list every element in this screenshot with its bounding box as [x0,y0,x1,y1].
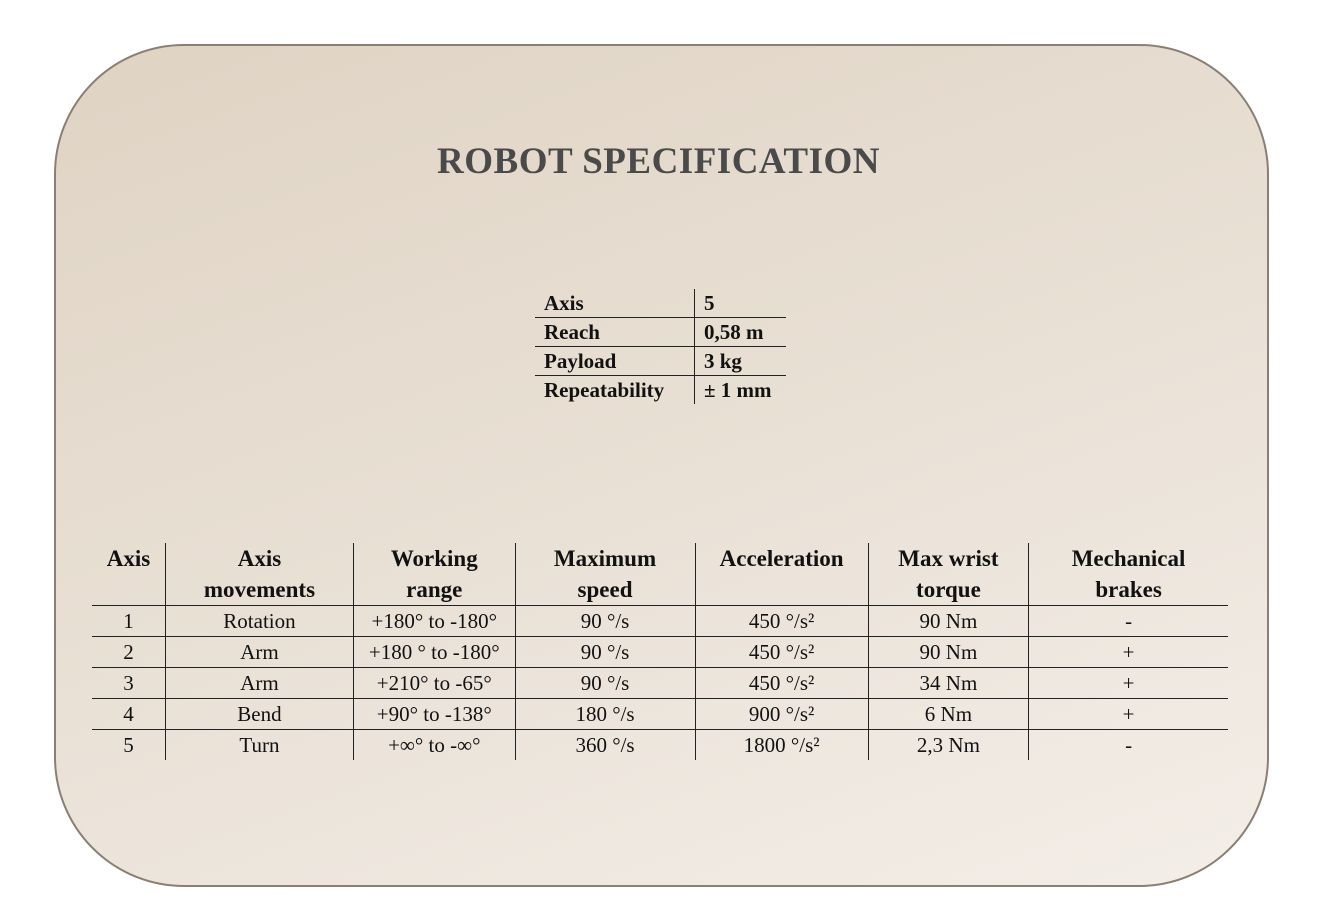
table-cell: 5 [123,733,134,757]
header-line: Mechanical [1071,546,1186,571]
summary-row: Reach 0,58 m [535,317,786,347]
table-cell: +90° to -138° [353,698,516,730]
column-header: Acceleration [694,543,869,606]
table-cell: +∞° to -∞° [353,729,516,760]
table-cell: 90 Nm [867,605,1029,637]
table-cell: 1800 °/s² [694,729,869,760]
header-line: range [406,577,463,602]
table-cell: - [1028,605,1228,637]
table-cell: 2,3 Nm [867,729,1029,760]
column-header: Maximum speed [514,543,696,606]
summary-row: Repeatability ± 1 mm [535,375,786,404]
table-cell: 180 °/s [514,698,696,730]
table-cell: +180 ° to -180° [353,636,516,668]
table-cell: 2 [92,636,166,668]
table-cell: 360 °/s [514,729,696,760]
summary-label: Payload [535,346,695,376]
summary-value: 5 [694,289,786,318]
table-row: 1 Rotation +180° to -180° 90 °/s 450 °/s² 90 … [92,605,1228,637]
header-line: Acceleration [719,546,844,571]
summary-value: 0,58 m [694,317,786,347]
table-cell: Bend [164,698,354,730]
table-cell: + [1028,636,1228,668]
summary-table: Axis 5 Reach 0,58 m Payload 3 kg Repeatability… [535,289,786,404]
header-line: movements [203,577,316,602]
summary-row: Payload 3 kg [535,346,786,376]
table-row: 2 Arm +180 ° to -180° 90 °/s 450 °/s² 90 Nm + [92,636,1228,668]
header-line: Working [390,546,478,571]
table-row: 4 Bend +90° to -138° 180 °/s 900 °/s² 6 Nm + [92,698,1228,730]
table-cell: Turn [164,729,354,760]
column-header: Axis [92,543,166,606]
table-cell: Rotation [164,605,354,637]
spec-table: Axis Axis movements Working range Maximum spee… [92,543,1228,760]
table-cell: 90 °/s [514,667,696,699]
header-line: Axis [106,546,151,571]
table-cell: 1 [92,605,166,637]
header-line: brakes [1095,577,1162,602]
table-cell: 90 Nm [867,636,1029,668]
column-header: Max wrist torque [867,543,1029,606]
table-cell: Arm [164,636,354,668]
table-cell: 450 °/s² [694,605,869,637]
summary-label: Reach [535,317,695,347]
table-cell: +180° to -180° [353,605,516,637]
table-cell: 90 °/s [514,605,696,637]
summary-row: Axis 5 [535,289,786,318]
page-title: ROBOT SPECIFICATION [437,141,880,182]
table-cell: + [1028,667,1228,699]
table-cell: 900 °/s² [694,698,869,730]
summary-label: Axis [535,289,695,318]
header-line: Max wrist [898,546,999,571]
column-header: Mechanical brakes [1028,543,1228,606]
table-cell: 6 Nm [867,698,1029,730]
column-header: Axis movements [164,543,354,606]
summary-label: Repeatability [535,375,695,404]
summary-value: 3 kg [694,346,786,376]
table-cell: 450 °/s² [694,636,869,668]
table-row: 5 Turn +∞° to -∞° 360 °/s 1800 °/s² 2,3 Nm - [92,729,1228,760]
header-line: Axis [237,546,282,571]
table-row: 3 Arm +210° to -65° 90 °/s 450 °/s² 34 Nm + [92,667,1228,699]
table-cell: 90 °/s [514,636,696,668]
table-cell: +210° to -65° [353,667,516,699]
table-cell: - [1028,729,1228,760]
table-cell: 4 [92,698,166,730]
header-line: speed [577,577,633,602]
header-line: torque [916,577,981,602]
column-header: Working range [353,543,516,606]
summary-value: ± 1 mm [704,378,772,402]
table-cell: Arm [164,667,354,699]
table-cell: 34 Nm [867,667,1029,699]
header-line: Maximum [553,546,657,571]
table-cell: + [1028,698,1228,730]
table-cell: 450 °/s² [694,667,869,699]
table-cell: 3 [92,667,166,699]
